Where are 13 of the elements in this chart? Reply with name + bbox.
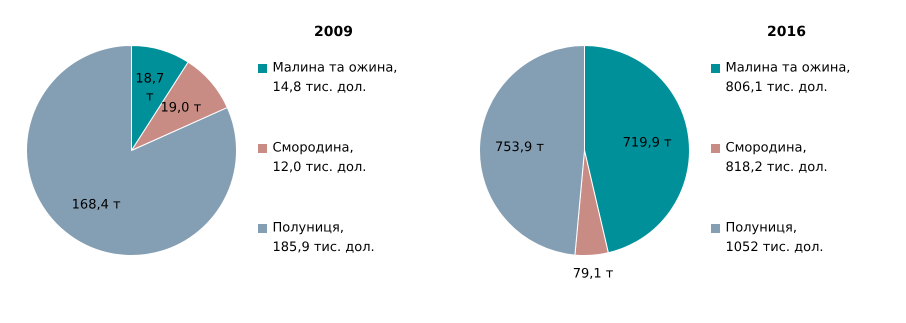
data-label: 753,9 т <box>495 140 544 156</box>
legend-label: Малина та ожина, 806,1 тис. дол. <box>726 60 850 95</box>
chart-title: 2009 <box>314 24 353 40</box>
data-label: 719,9 т <box>622 136 672 151</box>
data-label: 19,0 т <box>160 100 202 116</box>
legend-label: Полуниця, 1052 тис. дол. <box>726 220 824 255</box>
legend-label: Смородина, 12,0 тис. дол. <box>272 140 366 175</box>
legend-label: Полуниця, 185,9 тис. дол. <box>272 220 375 255</box>
chart-title: 2016 <box>767 24 806 40</box>
legend-label: Смородина, 818,2 тис. дол. <box>726 140 828 175</box>
data-label: 168,4 т <box>72 198 122 213</box>
legend-label: Малина та ожина, 14,8 тис. дол. <box>272 60 398 95</box>
data-label: 79,1 т <box>572 266 614 282</box>
